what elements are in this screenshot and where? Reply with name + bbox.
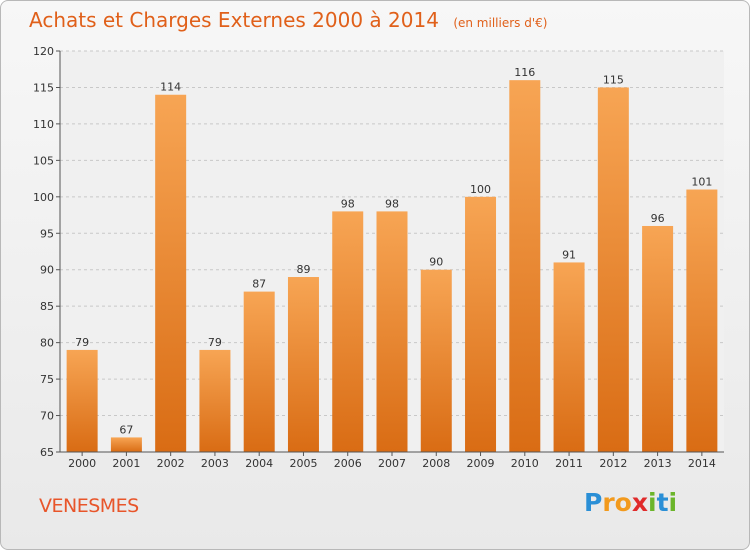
bar-value-label: 115 — [603, 73, 624, 86]
bar-value-label: 87 — [252, 278, 266, 291]
logo-letter: P — [584, 488, 603, 517]
bar-value-label: 98 — [385, 197, 399, 210]
y-tick-label: 65 — [40, 446, 54, 459]
commune-name: VENESMES — [39, 495, 139, 517]
x-tick-label: 2005 — [289, 457, 317, 470]
logo-letter: x — [631, 488, 648, 517]
bar-value-label: 89 — [296, 263, 310, 276]
chart-title-text: Achats et Charges Externes 2000 à 2014 — [29, 8, 439, 32]
bar-2012 — [597, 87, 629, 453]
logo-letter: t — [656, 488, 669, 517]
x-tick-label: 2001 — [112, 457, 140, 470]
x-tick-label: 2007 — [378, 457, 406, 470]
x-tick-label: 2002 — [157, 457, 185, 470]
x-tick-label: 2011 — [555, 457, 583, 470]
bar-2014 — [686, 189, 718, 452]
bar-2005 — [287, 277, 319, 452]
bar-2003 — [199, 349, 231, 452]
bar-2013 — [642, 225, 674, 452]
bar-value-label: 114 — [160, 81, 181, 94]
bar-2001 — [110, 437, 142, 452]
logo-letter: i — [648, 488, 657, 517]
bar-value-label: 67 — [119, 423, 133, 436]
y-tick-label: 75 — [40, 373, 54, 386]
logo-letter: o — [614, 488, 632, 517]
x-tick-label: 2004 — [245, 457, 273, 470]
logo-letter: r — [602, 488, 615, 517]
x-tick-label: 2000 — [68, 457, 96, 470]
bar-value-label: 116 — [514, 66, 535, 79]
x-tick-label: 2006 — [334, 457, 362, 470]
bar-2004 — [243, 291, 275, 452]
bar-value-label: 79 — [208, 336, 222, 349]
bar-2007 — [376, 211, 408, 452]
bar-2010 — [509, 80, 541, 452]
y-tick-label: 85 — [40, 300, 54, 313]
bar-value-label: 100 — [470, 183, 491, 196]
x-tick-label: 2008 — [422, 457, 450, 470]
bar-2000 — [66, 349, 98, 452]
y-tick-label: 95 — [40, 227, 54, 240]
y-tick-label: 120 — [33, 45, 54, 58]
chart-title: Achats et Charges Externes 2000 à 2014 (… — [29, 8, 547, 32]
bar-value-label: 90 — [429, 256, 443, 269]
proxiti-logo: Proxiti — [584, 488, 677, 517]
bar-2009 — [465, 196, 497, 452]
chart-unit: (en milliers d'€) — [453, 16, 548, 30]
x-tick-label: 2013 — [644, 457, 672, 470]
bar-value-label: 91 — [562, 248, 576, 261]
bar-2006 — [332, 211, 364, 452]
x-tick-label: 2003 — [201, 457, 229, 470]
bar-value-label: 79 — [75, 336, 89, 349]
x-tick-label: 2014 — [688, 457, 716, 470]
logo-letter: i — [668, 488, 678, 517]
bar-value-label: 101 — [691, 176, 712, 189]
x-tick-label: 2009 — [467, 457, 495, 470]
bar-value-label: 96 — [651, 212, 665, 225]
bar-2002 — [155, 94, 187, 452]
x-tick-label: 2012 — [599, 457, 627, 470]
y-tick-label: 80 — [40, 337, 54, 350]
y-tick-label: 110 — [33, 118, 54, 131]
y-tick-label: 70 — [40, 410, 54, 423]
y-tick-label: 90 — [40, 264, 54, 277]
x-tick-label: 2010 — [511, 457, 539, 470]
bar-2008 — [420, 269, 452, 452]
bar-2011 — [553, 262, 585, 452]
y-tick-label: 115 — [33, 81, 54, 94]
y-tick-label: 105 — [33, 154, 54, 167]
y-tick-label: 100 — [33, 191, 54, 204]
bar-value-label: 98 — [341, 197, 355, 210]
